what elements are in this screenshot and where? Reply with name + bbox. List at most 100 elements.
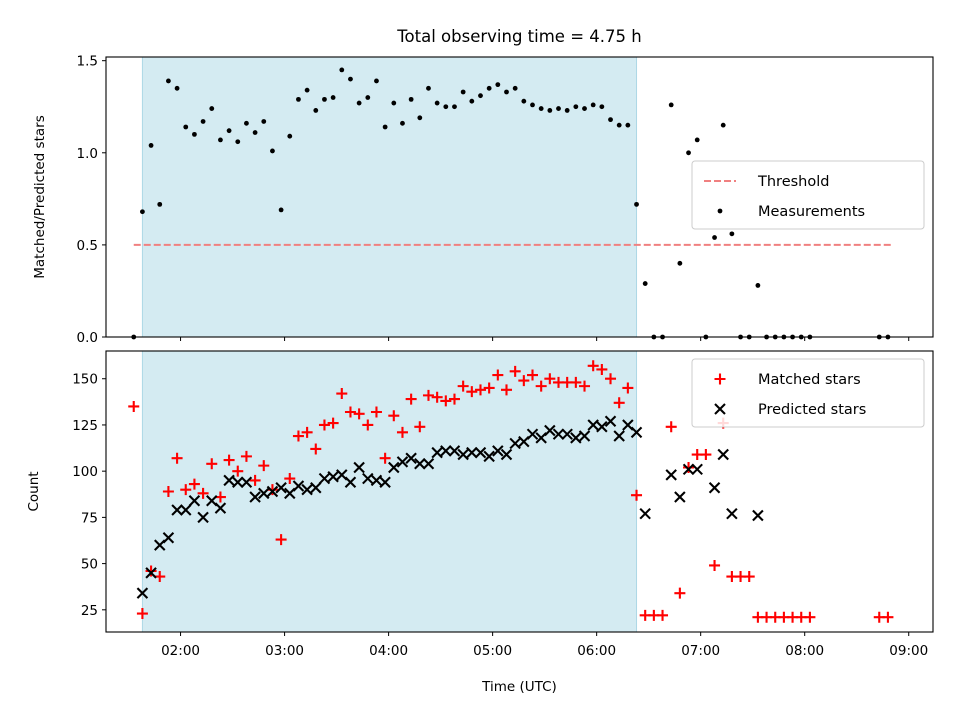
predicted-star-point: [414, 458, 426, 470]
matched-star-point: [206, 458, 218, 470]
matched-star-point: [275, 534, 287, 546]
matched-star-point: [683, 461, 695, 473]
predicted-star-point: [630, 426, 643, 439]
measurement-point: [356, 100, 362, 106]
predicted-star-point: [301, 483, 313, 496]
measurement-point: [530, 102, 535, 108]
matched-star-point: [145, 565, 157, 577]
measurement-point: [755, 283, 761, 288]
legend-label: Matched stars: [758, 372, 861, 388]
matched-star-point: [622, 382, 634, 394]
matched-star-point: [301, 426, 313, 438]
measurement-point: [330, 95, 336, 100]
predicted-star-point: [752, 509, 764, 522]
measurement-point: [452, 104, 457, 110]
predicted-star-point: [674, 491, 686, 503]
legend-predicted-swatch: [714, 403, 726, 415]
measurement-point: [677, 260, 683, 266]
matched-star-point: [292, 430, 304, 442]
matched-star-point: [344, 406, 356, 418]
predicted-star-point: [275, 482, 287, 494]
legend-label: Threshold: [757, 174, 829, 190]
top-ytick-label: 0.5: [77, 238, 98, 254]
bot-xtick-label: 09:00: [889, 643, 928, 659]
matched-star-point: [804, 611, 816, 623]
measurement-point: [634, 201, 639, 207]
matched-star-point: [483, 382, 495, 394]
measurement-point: [590, 102, 596, 108]
top-ytick-label: 1.5: [77, 54, 98, 70]
predicted-star-point: [422, 458, 435, 470]
predicted-star-point: [587, 419, 599, 431]
bottom-legend: Matched stars Predicted stars: [691, 358, 925, 428]
measurement-point: [218, 137, 223, 143]
bottom-axes-frame: [105, 350, 934, 633]
predicted-star-point: [232, 476, 244, 488]
bottom-y-ticks: 25 50 75 100 125 150: [72, 372, 106, 619]
bottom-x-ticks: 02:00 03:00 04:00 05:00 06:00 07:00 08:00 09:00: [161, 632, 928, 659]
bot-ytick-label: 50: [81, 557, 98, 573]
legend-measurement-swatch: [717, 208, 723, 214]
predicted-star-point: [136, 587, 149, 599]
measurement-point: [183, 124, 189, 130]
measurement-point: [166, 78, 171, 84]
bot-xtick-label: 06:00: [577, 643, 616, 659]
bot-ytick-label: 25: [81, 603, 98, 619]
measurement-point: [304, 87, 310, 93]
measurement-point: [226, 128, 232, 134]
predicted-star-point: [596, 421, 608, 433]
predicted-star-point: [552, 428, 565, 440]
predicted-star-point: [544, 424, 556, 437]
matched-star-point: [162, 486, 174, 497]
measurement-point: [434, 100, 440, 106]
predicted-star-point: [570, 432, 582, 444]
matched-star-point: [232, 465, 244, 477]
matched-star-point: [388, 410, 400, 422]
measurement-point: [504, 89, 509, 95]
measurement-point: [547, 108, 553, 113]
predicted-star-point: [492, 445, 504, 457]
measurement-point: [408, 96, 414, 102]
measurement-point: [616, 122, 622, 128]
measurement-point: [521, 98, 527, 104]
matched-star-point: [474, 384, 486, 396]
measurement-point: [426, 85, 431, 91]
top-legend: Threshold Measurements: [691, 160, 925, 230]
measurement-point: [417, 115, 423, 121]
matched-star-point: [535, 380, 547, 392]
measurement-point: [712, 235, 717, 240]
measurement-point: [400, 120, 405, 126]
predicted-star-point: [344, 476, 357, 488]
predicted-star-point: [466, 446, 478, 459]
top-panel: 0.0 0.5 1.0 1.5 Total observing time = 4.75…: [32, 27, 934, 346]
top-ytick-label: 0.0: [77, 330, 98, 346]
predicted-star-point: [188, 495, 201, 507]
predicted-star-point: [691, 463, 703, 476]
predicted-star-point: [639, 507, 651, 520]
predicted-star-point: [509, 437, 521, 450]
measurement-point: [495, 82, 501, 88]
predicted-star-point: [578, 430, 591, 442]
top-x-ticks: [180, 337, 910, 341]
measurement-point: [382, 124, 388, 130]
matched-star-point: [509, 365, 521, 377]
matched-star-point: [657, 609, 669, 621]
predicted-star-point: [500, 448, 513, 461]
matched-star-point: [544, 373, 556, 385]
matched-star-point: [518, 375, 530, 387]
measurement-point: [478, 93, 483, 99]
matched-star-point: [327, 417, 339, 429]
matched-star-point: [284, 473, 296, 485]
predicted-star-point: [708, 482, 721, 494]
matched-star-point: [180, 484, 192, 496]
top-axes-frame: [105, 56, 934, 338]
bot-xtick-label: 04:00: [369, 643, 408, 659]
measurement-point: [443, 104, 449, 110]
predicted-star-point: [310, 482, 322, 494]
bottom-y-axis-label: Count: [26, 471, 42, 511]
measurement-point: [322, 96, 327, 102]
predicted-star-point: [353, 461, 365, 474]
measurement-point: [512, 85, 518, 91]
predicted-star-point: [474, 446, 487, 459]
measurement-point: [365, 95, 371, 100]
